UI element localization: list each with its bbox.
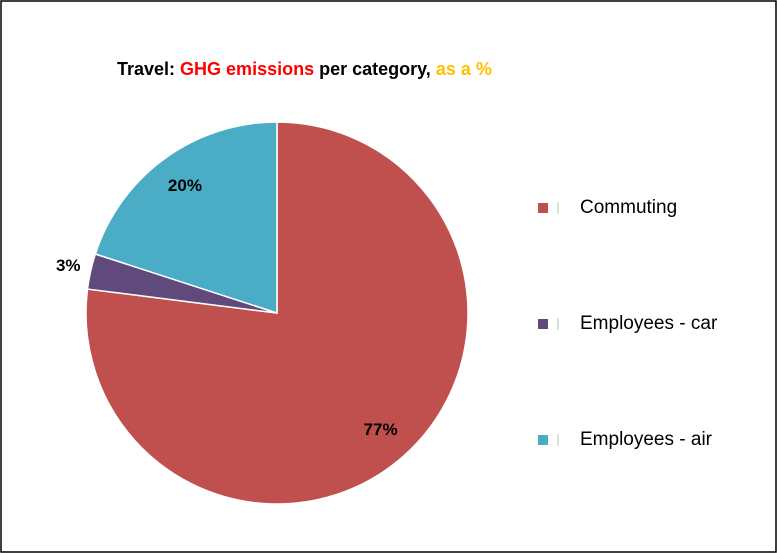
data-label: 20% <box>168 176 202 195</box>
chart-title: Travel: GHG emissions per category, as a % <box>117 59 492 79</box>
data-label: 77% <box>364 420 398 439</box>
legend-swatch <box>538 435 548 445</box>
title-part: Travel: <box>117 59 175 79</box>
legend-label: Employees - car <box>580 313 718 334</box>
legend-label: Commuting <box>580 197 677 218</box>
data-label: 3% <box>56 256 81 275</box>
legend-swatch <box>538 203 548 213</box>
legend-label: Employees - air <box>580 429 713 450</box>
title-part: per category, <box>319 59 431 79</box>
title-part: GHG emissions <box>180 59 314 79</box>
legend-swatch <box>538 319 548 329</box>
pie-slice <box>85 121 469 505</box>
title-part: as a % <box>436 59 492 79</box>
pie-slice <box>94 121 278 315</box>
